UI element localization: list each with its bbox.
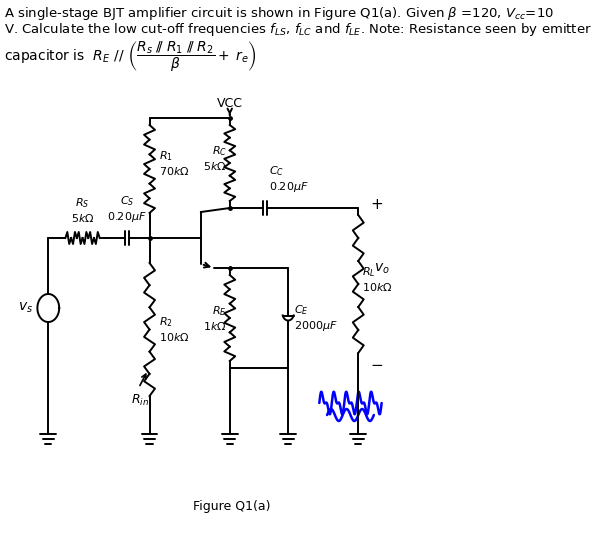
Text: A single-stage BJT amplifier circuit is shown in Figure Q1(a). Given $\beta$ =12: A single-stage BJT amplifier circuit is …: [4, 5, 554, 22]
Text: $R_L$
$10k\Omega$: $R_L$ $10k\Omega$: [362, 265, 393, 293]
Text: V. Calculate the low cut-off frequencies $f_{LS}$, $f_{LC}$ and $f_{LE}$. Note: : V. Calculate the low cut-off frequencies…: [4, 21, 592, 38]
Text: $R_1$
$70k\Omega$: $R_1$ $70k\Omega$: [159, 149, 189, 177]
Text: $R_{in}$: $R_{in}$: [131, 393, 149, 408]
Text: capacitor is  $R_E$ // $\left(\dfrac{R_s\;/\!/\;R_1\;/\!/\;R_2}{\beta}+\;r_e\rig: capacitor is $R_E$ // $\left(\dfrac{R_s\…: [4, 39, 257, 74]
Text: −: −: [371, 358, 384, 374]
Text: VCC: VCC: [217, 97, 243, 110]
Text: $R_S$
$5k\Omega$: $R_S$ $5k\Omega$: [71, 196, 94, 224]
Text: +: +: [371, 197, 384, 212]
Text: $v_s$: $v_s$: [18, 301, 33, 315]
Text: $R_2$
$10k\Omega$: $R_2$ $10k\Omega$: [159, 315, 189, 343]
Text: $C_E$
$2000\mu F$: $C_E$ $2000\mu F$: [295, 303, 339, 333]
Text: $C_C$
$0.20\mu F$: $C_C$ $0.20\mu F$: [268, 164, 308, 194]
Text: $R_C$
$5k\Omega$: $R_C$ $5k\Omega$: [203, 144, 227, 172]
Text: $v_o$: $v_o$: [374, 262, 390, 276]
Text: $R_E$
$1k\Omega$: $R_E$ $1k\Omega$: [203, 304, 227, 332]
Text: $C_S$
$0.20\mu F$: $C_S$ $0.20\mu F$: [108, 194, 147, 224]
Text: Figure Q1(a): Figure Q1(a): [192, 500, 270, 513]
